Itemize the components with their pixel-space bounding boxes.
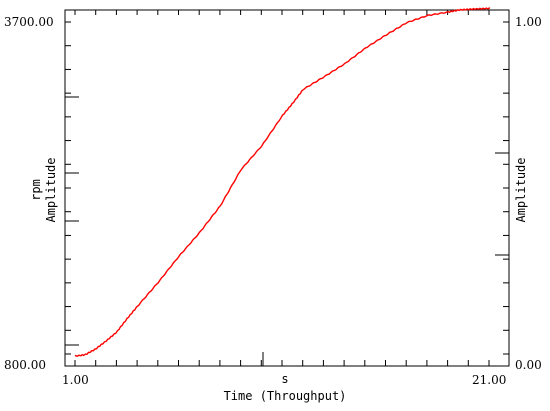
- x-tick-label-min: 1.00: [62, 373, 89, 387]
- axis-ticks: [65, 10, 509, 366]
- x-axis-title: Time (Throughput): [224, 389, 347, 403]
- x-tick-label-max: 21.00: [472, 373, 506, 387]
- y-left-axis-title: Amplitude: [44, 157, 58, 222]
- y-right-tick-label-max: 1.00: [515, 15, 542, 29]
- y-left-tick-label-max: 3700.00: [4, 15, 54, 29]
- y-right-tick-label-min: 0.00: [515, 358, 542, 372]
- series-layer: [74, 7, 491, 357]
- x-axis-unit: s: [281, 372, 288, 386]
- series-line-0: [74, 7, 491, 357]
- y-right-axis-title: Amplitude: [514, 157, 528, 222]
- y-left-axis-unit: rpm: [29, 179, 43, 201]
- y-left-tick-label-min: 800.00: [4, 358, 46, 372]
